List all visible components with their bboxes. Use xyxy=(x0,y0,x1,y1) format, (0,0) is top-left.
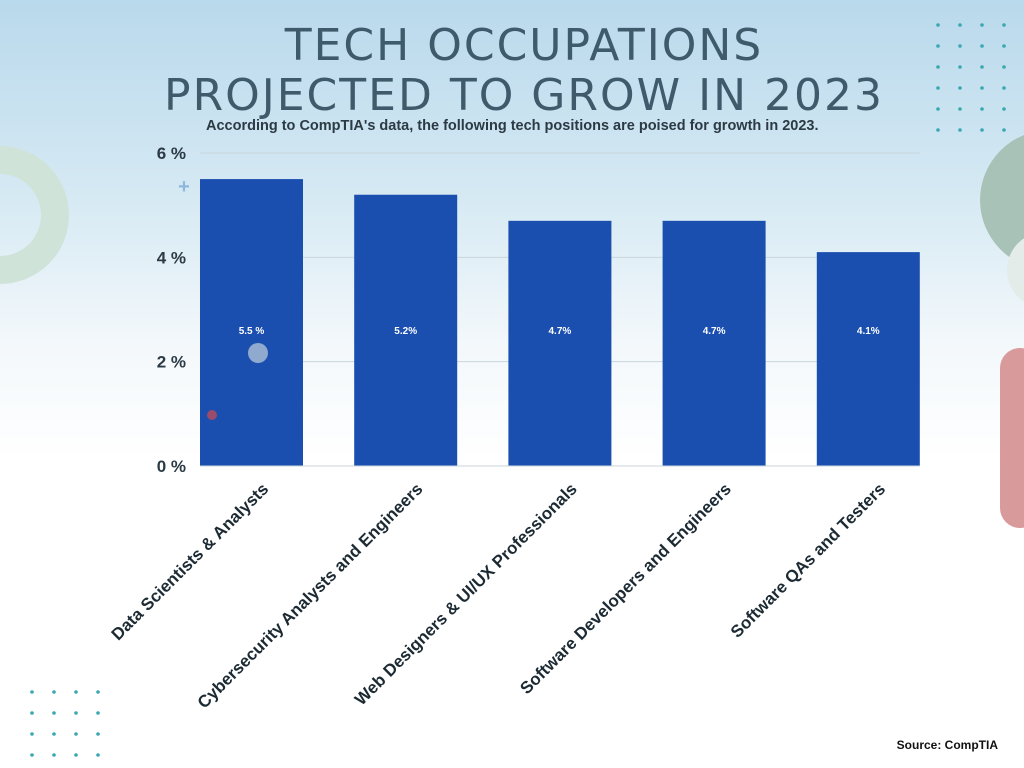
decor-dot xyxy=(52,753,56,757)
decor-dot xyxy=(980,65,984,69)
decor-dot xyxy=(936,128,940,132)
decor-bubble xyxy=(248,343,268,363)
decor-circle-right xyxy=(980,135,1024,265)
y-tick-label: 2 % xyxy=(157,353,186,372)
bar xyxy=(662,220,766,466)
decor-dot xyxy=(52,690,56,694)
decor-pill-right xyxy=(1000,348,1024,528)
decor-dot xyxy=(958,107,962,111)
data-label: 4.7% xyxy=(703,326,726,337)
decor-dot xyxy=(936,86,940,90)
decor-dot xyxy=(936,107,940,111)
bar xyxy=(200,179,303,467)
decor-dot xyxy=(30,690,34,694)
y-tick-label: 4 % xyxy=(157,248,186,267)
decor-dot xyxy=(980,86,984,90)
decor-dot xyxy=(96,690,100,694)
chart-title-line-1: TECH OCCUPATIONS xyxy=(284,20,764,71)
x-tick-label: Software QAs and Testers xyxy=(727,479,889,641)
decor-dot xyxy=(30,711,34,715)
decor-dot xyxy=(936,44,940,48)
bar xyxy=(816,252,920,466)
chart-subtitle: According to CompTIA's data, the followi… xyxy=(206,118,819,134)
decor-dot xyxy=(1002,23,1006,27)
decor-dot xyxy=(1002,65,1006,69)
data-label: 5.2% xyxy=(394,326,417,337)
decor-dot xyxy=(96,711,100,715)
source-note: Source: CompTIA xyxy=(896,738,998,752)
decor-dot xyxy=(74,711,78,715)
decor-dot xyxy=(958,44,962,48)
decor-dot xyxy=(52,711,56,715)
decor-dots xyxy=(30,23,1006,757)
decor-dot xyxy=(980,107,984,111)
decor-dot xyxy=(52,732,56,736)
decor-dot xyxy=(74,690,78,694)
decor-bubble-small xyxy=(207,410,217,420)
decor-dot xyxy=(74,753,78,757)
decor-circle-right-small xyxy=(1007,238,1024,302)
decor-dot xyxy=(936,23,940,27)
bar xyxy=(508,220,612,466)
data-label: 5.5 % xyxy=(239,326,265,337)
plus-icon: + xyxy=(178,176,190,198)
decor-dot xyxy=(1002,44,1006,48)
decor-dot xyxy=(1002,86,1006,90)
data-label: 4.1% xyxy=(857,326,880,337)
chart-title-line-2: PROJECTED TO GROW IN 2023 xyxy=(164,70,884,121)
decor-dot xyxy=(958,128,962,132)
decor-dot xyxy=(958,65,962,69)
decor-dot xyxy=(958,23,962,27)
bar xyxy=(354,194,458,466)
decor-dot xyxy=(980,23,984,27)
y-tick-label: 0 % xyxy=(157,457,186,476)
decor-dot xyxy=(980,44,984,48)
decor-dot xyxy=(1002,107,1006,111)
decor-dot xyxy=(96,732,100,736)
decor-dot xyxy=(30,732,34,736)
decor-dot xyxy=(936,65,940,69)
decor-dot xyxy=(958,86,962,90)
decor-dot xyxy=(30,753,34,757)
decor-dot xyxy=(96,753,100,757)
y-tick-label: 6 % xyxy=(157,144,186,163)
decor-ring-left xyxy=(0,146,69,284)
data-label: 4.7% xyxy=(549,326,572,337)
decor-dot xyxy=(980,128,984,132)
x-tick-label: Data Scientists & Analysts xyxy=(108,479,273,644)
decor-dot xyxy=(74,732,78,736)
decor-dot xyxy=(1002,128,1006,132)
